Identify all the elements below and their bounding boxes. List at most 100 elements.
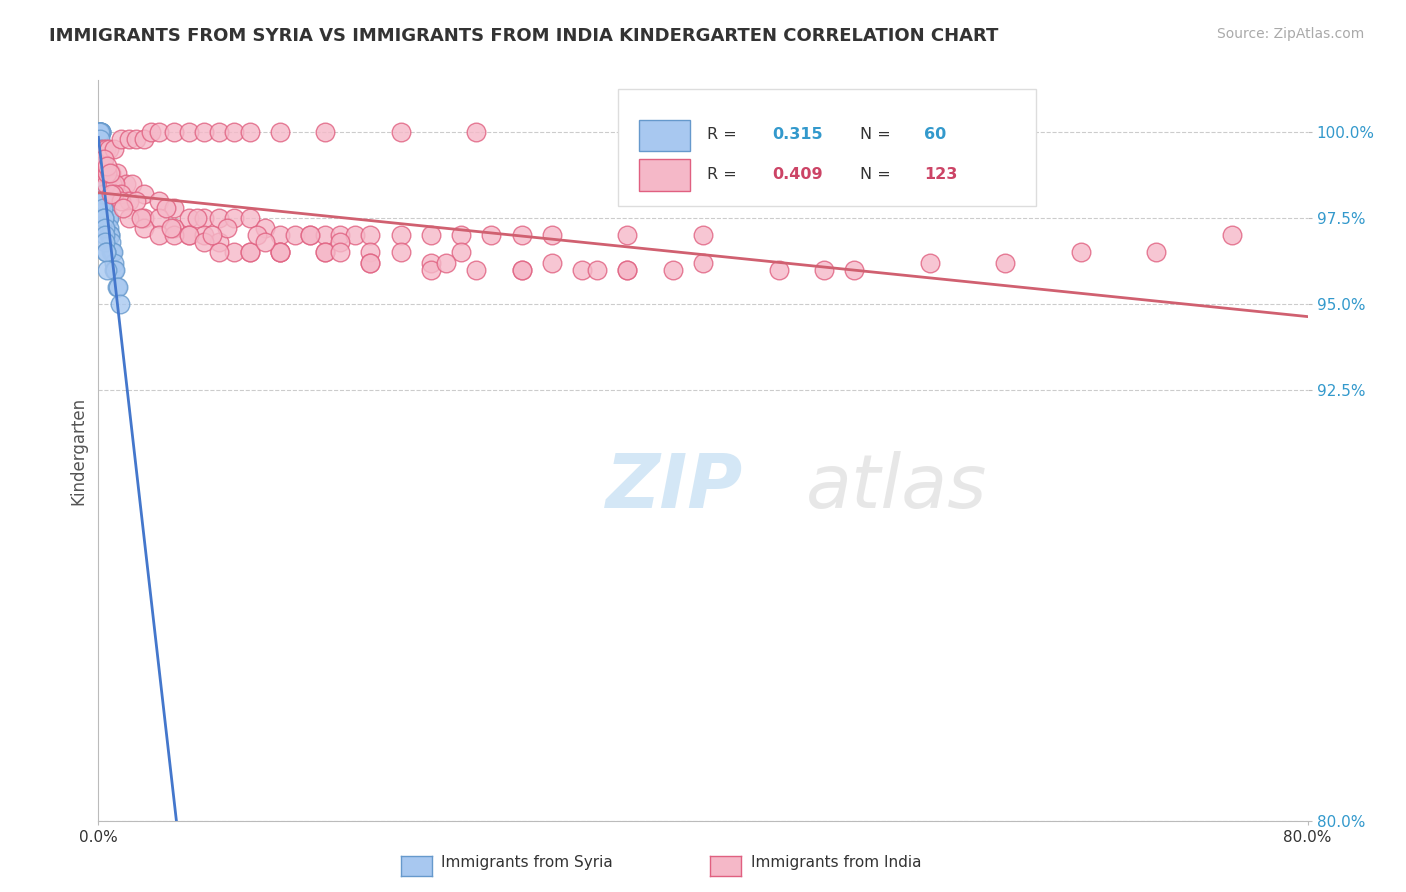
Point [103, 186, 125, 201]
Text: N =: N = [860, 127, 891, 142]
Point [155, 201, 177, 215]
Point [97, 211, 120, 225]
Point [179, 228, 201, 243]
Bar [638, 120, 690, 151]
Point [1070, 245, 1092, 260]
Point [239, 245, 262, 260]
Point [360, 228, 382, 243]
Point [105, 166, 128, 180]
Point [692, 256, 714, 270]
Point [193, 211, 215, 225]
Point [239, 245, 262, 260]
Point [93, 211, 115, 225]
Point [96, 211, 118, 225]
Point [91, 142, 114, 156]
Point [329, 228, 352, 243]
Point [1220, 228, 1243, 243]
Text: R =: R = [707, 167, 737, 182]
Point [103, 262, 125, 277]
Point [105, 280, 128, 294]
Point [93, 221, 115, 235]
Point [163, 221, 186, 235]
Point [94, 245, 117, 260]
Point [98, 228, 121, 243]
Point [110, 194, 132, 208]
Point [91, 142, 114, 156]
Point [450, 245, 472, 260]
Point [179, 211, 201, 225]
Point [103, 256, 125, 270]
Text: 123: 123 [924, 167, 957, 182]
Bar [638, 160, 690, 191]
Text: 0.315: 0.315 [772, 127, 823, 142]
Point [269, 228, 291, 243]
Point [107, 280, 129, 294]
Point [148, 211, 170, 225]
Point [100, 186, 122, 201]
Point [314, 245, 336, 260]
Point [269, 125, 291, 139]
Point [100, 166, 122, 180]
Point [148, 125, 170, 139]
Point [108, 297, 131, 311]
Point [98, 228, 121, 243]
Point [94, 194, 117, 208]
Text: Immigrants from India: Immigrants from India [751, 855, 922, 870]
Point [89, 125, 111, 139]
Point [360, 245, 382, 260]
Point [246, 228, 269, 243]
Point [208, 235, 231, 249]
Point [89, 142, 111, 156]
Point [208, 125, 231, 139]
Point [239, 211, 262, 225]
Point [90, 125, 112, 139]
Point [104, 177, 127, 191]
Point [91, 186, 114, 201]
Point [97, 211, 120, 225]
Point [91, 153, 114, 167]
Point [179, 125, 201, 139]
Point [96, 262, 118, 277]
Point [450, 228, 472, 243]
Point [125, 132, 148, 146]
Point [224, 245, 246, 260]
Point [148, 194, 170, 208]
Text: atlas: atlas [806, 451, 987, 524]
Point [100, 235, 122, 249]
Point [389, 125, 412, 139]
Point [118, 194, 141, 208]
Text: 0.409: 0.409 [772, 167, 823, 182]
Point [994, 256, 1017, 270]
Point [616, 228, 638, 243]
Point [540, 256, 562, 270]
Point [329, 235, 352, 249]
Point [360, 256, 382, 270]
Point [208, 211, 231, 225]
Point [94, 186, 117, 201]
Point [94, 142, 117, 156]
Point [132, 186, 155, 201]
Point [314, 228, 336, 243]
Point [96, 211, 118, 225]
Point [100, 245, 122, 260]
Point [114, 177, 136, 191]
Point [160, 221, 183, 235]
Point [90, 160, 112, 174]
Point [344, 228, 367, 243]
Point [118, 211, 141, 225]
Point [96, 201, 118, 215]
Point [179, 228, 201, 243]
Point [329, 245, 352, 260]
Point [193, 235, 215, 249]
Point [586, 262, 609, 277]
Point [360, 256, 382, 270]
Point [465, 125, 488, 139]
Point [118, 132, 141, 146]
Point [284, 228, 307, 243]
Point [201, 228, 224, 243]
Text: Immigrants from Syria: Immigrants from Syria [441, 855, 613, 870]
Text: ZIP: ZIP [606, 451, 744, 524]
Point [90, 166, 112, 180]
Point [89, 125, 111, 139]
Point [97, 211, 120, 225]
